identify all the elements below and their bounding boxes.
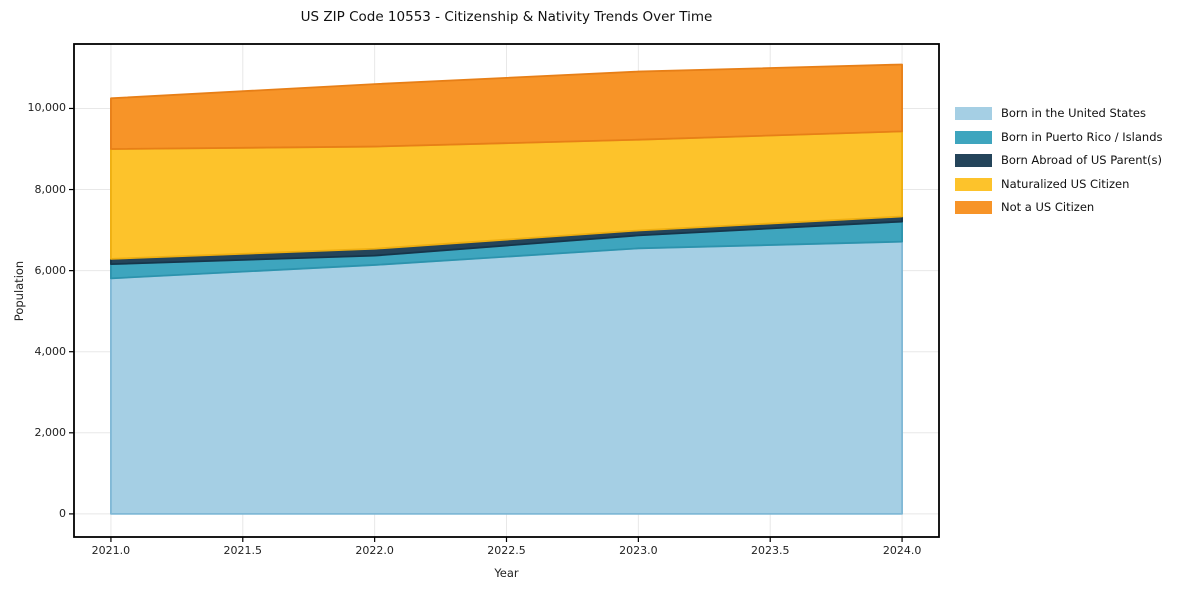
legend-label: Born Abroad of US Parent(s)	[1001, 153, 1162, 167]
legend-item: Naturalized US Citizen	[955, 176, 1163, 192]
legend-item: Born in Puerto Rico / Islands	[955, 129, 1163, 145]
legend-item: Not a US Citizen	[955, 200, 1163, 215]
y-tick-label: 4,000	[34, 344, 67, 358]
x-tick-label: 2022.0	[355, 544, 394, 557]
legend-swatch	[955, 201, 992, 215]
legend-swatch	[955, 107, 992, 121]
y-tick-label: 8,000	[34, 182, 67, 196]
y-tick-label: 6,000	[34, 263, 67, 277]
legend-swatch	[955, 177, 992, 191]
x-tick-label: 2021.5	[223, 544, 263, 557]
x-tick-label: 2024.0	[882, 544, 922, 557]
y-tick-label: 2,000	[34, 425, 67, 439]
x-axis-label: Year	[494, 566, 519, 580]
legend-item: Born Abroad of US Parent(s)	[955, 153, 1163, 168]
y-tick-label: 0	[59, 506, 66, 520]
chart-title: US ZIP Code 10553 - Citizenship & Nativi…	[300, 9, 713, 25]
legend: Born in the United States Born in Puerto …	[955, 106, 1163, 215]
legend-label: Born in Puerto Rico / Islands	[1001, 129, 1163, 144]
x-tick-label: 2023.0	[619, 544, 658, 557]
x-tick-label: 2021.0	[91, 544, 131, 557]
legend-swatch	[955, 154, 992, 168]
area-series	[110, 240, 903, 515]
x-tick-label: 2023.5	[750, 544, 790, 557]
legend-label: Not a US Citizen	[1001, 200, 1095, 214]
legend-label: Born in the United States	[1001, 106, 1146, 120]
x-tick-label: 2022.5	[487, 544, 526, 557]
area-series	[110, 63, 903, 150]
legend-swatch	[955, 130, 992, 144]
y-tick-label: 10,000	[27, 101, 67, 115]
legend-label: Naturalized US Citizen	[1001, 176, 1130, 191]
legend-item: Born in the United States	[955, 106, 1163, 121]
